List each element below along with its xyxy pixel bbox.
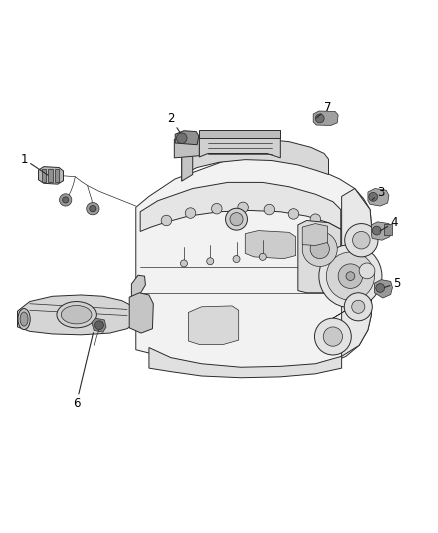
- Circle shape: [60, 194, 72, 206]
- Circle shape: [185, 208, 196, 219]
- Circle shape: [212, 204, 222, 214]
- Polygon shape: [136, 158, 371, 373]
- Text: 3: 3: [372, 185, 385, 200]
- Polygon shape: [342, 189, 371, 356]
- Polygon shape: [182, 146, 193, 181]
- Circle shape: [177, 133, 187, 143]
- Polygon shape: [149, 348, 342, 378]
- Circle shape: [288, 209, 299, 219]
- Polygon shape: [188, 306, 239, 344]
- Circle shape: [359, 263, 375, 279]
- Polygon shape: [92, 318, 106, 332]
- Polygon shape: [245, 231, 296, 259]
- Text: 4: 4: [380, 216, 398, 231]
- Circle shape: [238, 202, 248, 213]
- Polygon shape: [199, 133, 280, 158]
- Text: 6: 6: [73, 333, 94, 410]
- Circle shape: [233, 255, 240, 263]
- Polygon shape: [182, 139, 328, 181]
- Ellipse shape: [20, 312, 28, 326]
- Circle shape: [352, 300, 365, 313]
- Bar: [42, 169, 46, 182]
- Polygon shape: [174, 135, 199, 158]
- Bar: [55, 169, 59, 182]
- Polygon shape: [140, 182, 341, 231]
- Circle shape: [302, 231, 337, 266]
- Text: 1: 1: [20, 152, 48, 175]
- Circle shape: [310, 214, 321, 224]
- Circle shape: [346, 272, 355, 280]
- Circle shape: [226, 208, 247, 230]
- Polygon shape: [298, 221, 341, 293]
- Circle shape: [323, 327, 343, 346]
- Circle shape: [353, 231, 370, 249]
- Circle shape: [345, 223, 378, 257]
- Circle shape: [259, 253, 266, 260]
- Circle shape: [90, 206, 96, 212]
- Text: 5: 5: [385, 277, 400, 289]
- Polygon shape: [368, 189, 389, 206]
- Circle shape: [161, 215, 172, 226]
- Polygon shape: [175, 131, 199, 145]
- Circle shape: [369, 192, 378, 201]
- Polygon shape: [313, 111, 338, 125]
- Bar: [48, 169, 53, 182]
- Circle shape: [95, 321, 103, 329]
- Polygon shape: [129, 293, 153, 333]
- Circle shape: [230, 213, 243, 226]
- Circle shape: [264, 204, 275, 215]
- Polygon shape: [302, 223, 328, 246]
- Circle shape: [314, 318, 351, 355]
- Circle shape: [372, 226, 381, 235]
- Bar: [384, 224, 392, 235]
- Ellipse shape: [61, 305, 92, 324]
- Polygon shape: [131, 275, 145, 307]
- Circle shape: [326, 252, 374, 300]
- Text: 7: 7: [317, 101, 332, 118]
- Circle shape: [319, 245, 382, 308]
- Ellipse shape: [57, 302, 96, 328]
- Circle shape: [376, 284, 385, 292]
- Polygon shape: [39, 167, 64, 184]
- Polygon shape: [18, 295, 138, 335]
- Circle shape: [180, 260, 187, 267]
- Polygon shape: [371, 222, 391, 240]
- Circle shape: [315, 114, 324, 123]
- Circle shape: [310, 239, 329, 259]
- Circle shape: [344, 293, 372, 321]
- Circle shape: [207, 258, 214, 265]
- Polygon shape: [374, 280, 392, 298]
- Bar: [199, 130, 280, 138]
- Text: 2: 2: [167, 112, 180, 133]
- Circle shape: [87, 203, 99, 215]
- Circle shape: [338, 264, 363, 288]
- Circle shape: [63, 197, 69, 203]
- Ellipse shape: [18, 309, 30, 329]
